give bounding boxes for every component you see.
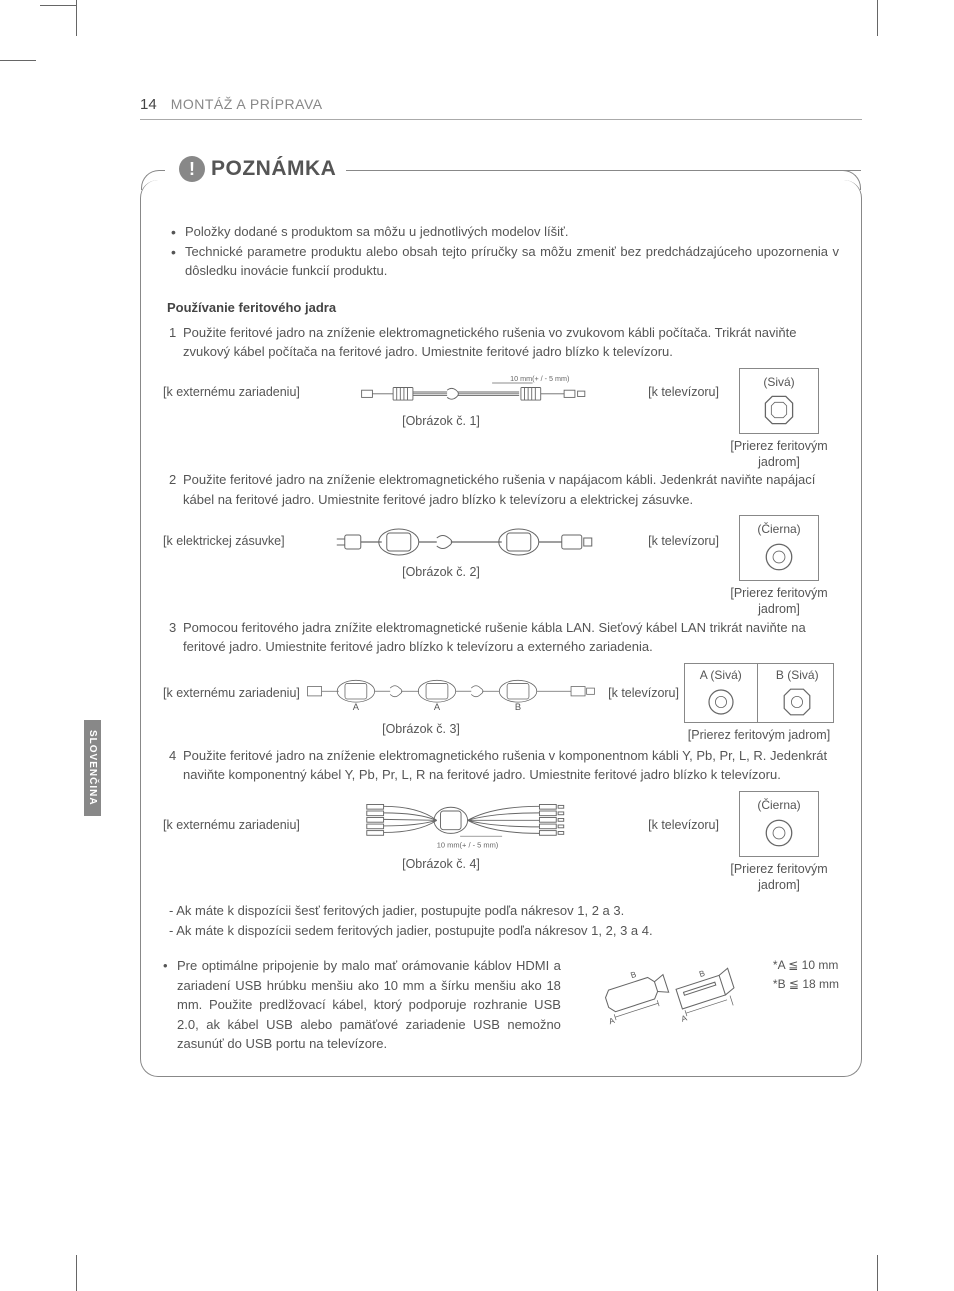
figure-2-row: [k elektrickej zásuvke] <box>163 521 719 561</box>
page-header: 14 MONTÁŽ A PRÍPRAVA <box>140 96 862 120</box>
page-content: 14 MONTÁŽ A PRÍPRAVA ! POZNÁMKA Položky … <box>140 96 862 1077</box>
cross-section-1: (Sivá) [Prierez feritovým jadrom] <box>719 368 839 471</box>
cable-diagram-2 <box>293 521 641 561</box>
border-corner <box>141 170 159 190</box>
dimension-legend: *A ≦ 10 mm *B ≦ 18 mm <box>773 956 839 994</box>
svg-text:B: B <box>698 969 706 979</box>
step-number: 1 <box>169 323 183 343</box>
connector-diagram: B A B A <box>577 956 757 1028</box>
label-left: [k elektrickej zásuvke] <box>163 534 285 548</box>
border-line <box>341 170 861 171</box>
label-right: [k televízoru] <box>608 686 679 700</box>
octagon-icon <box>781 686 813 718</box>
cross-caption: [Prierez feritovým jadrom] <box>719 861 839 894</box>
step-number: 4 <box>169 746 183 766</box>
dim-text: 10 mm(+ / - 5 mm) <box>510 374 569 383</box>
bullet-item: Technické parametre produktu alebo obsah… <box>171 242 839 281</box>
label-left: [k externému zariadeniu] <box>163 818 300 832</box>
label-right: [k televízoru] <box>648 385 719 399</box>
step-1: 1Použite feritové jadro na zníženie elek… <box>163 323 839 362</box>
color-label-a: A (Sivá) <box>700 668 742 682</box>
ferrite-box: (Sivá) <box>739 368 819 434</box>
dim-a: *A ≦ 10 mm <box>773 956 839 975</box>
cross-section-2: (Čierna) [Prierez feritovým jadrom] <box>719 515 839 618</box>
cross-section-4: (Čierna) [Prierez feritovým jadrom] <box>719 791 839 894</box>
ferrite-box-split: A (Sivá) B (Sivá) <box>684 663 834 723</box>
cable-diagram-3: A A B <box>306 669 602 715</box>
cable-diagram-1: 10 mm(+ / - 5 mm) <box>308 374 640 410</box>
figure-3-row: [k externému zariadeniu] <box>163 669 679 718</box>
crop-mark <box>40 5 76 6</box>
page-number: 14 <box>140 96 157 113</box>
figure-4-row: [k externému zariadeniu] <box>163 797 719 853</box>
svg-text:A: A <box>680 1013 688 1023</box>
note-title: POZNÁMKA <box>211 157 336 181</box>
hdmi-usb-text: Pre optimálne pripojenie by malo mať orá… <box>163 956 561 1054</box>
cross-caption: [Prierez feritovým jadrom] <box>719 438 839 471</box>
step-2: 2Použite feritové jadro na zníženie elek… <box>163 470 839 509</box>
step-text: Použite feritové jadro na zníženie elekt… <box>183 748 827 783</box>
fig-4-caption: [Obrázok č. 4] <box>163 857 719 871</box>
label-left: [k externému zariadeniu] <box>163 385 300 399</box>
cross-caption: [Prierez feritovým jadrom] <box>688 727 830 743</box>
sub-heading: Používanie feritového jadra <box>163 300 340 315</box>
step-4: 4Použite feritové jadro na zníženie elek… <box>163 746 839 785</box>
intro-bullets: Položky dodané s produktom sa môžu u jed… <box>171 222 839 281</box>
ferrite-box: (Čierna) <box>739 791 819 857</box>
fig-1-caption: [Obrázok č. 1] <box>163 414 719 428</box>
step-number: 2 <box>169 470 183 490</box>
circle-icon <box>705 686 737 718</box>
dim-b: *B ≦ 18 mm <box>773 975 839 994</box>
cross-caption: [Prierez feritovým jadrom] <box>719 585 839 618</box>
note-box: ! POZNÁMKA Položky dodané s produktom sa… <box>140 180 862 1077</box>
step-text: Pomocou feritového jadra znížite elektro… <box>183 620 806 655</box>
crop-mark <box>877 1255 878 1291</box>
border-line <box>159 170 165 171</box>
circle-icon <box>762 540 796 574</box>
color-label-b: B (Sivá) <box>776 668 819 682</box>
language-tab: SLOVENČINA <box>84 720 101 816</box>
note-title-wrap: ! POZNÁMKA <box>169 156 346 182</box>
cross-section-3: A (Sivá) B (Sivá) [Prierez <box>679 663 839 743</box>
step-3: 3Pomocou feritového jadra znížite elektr… <box>163 618 839 657</box>
hdmi-usb-section: Pre optimálne pripojenie by malo mať orá… <box>163 956 839 1054</box>
fig-3-caption: [Obrázok č. 3] <box>163 722 679 736</box>
info-icon: ! <box>179 156 205 182</box>
figure-1-row: [k externému zariadeniu] 10 mm(+ / - 5 m… <box>163 374 719 410</box>
svg-text:B: B <box>515 701 521 711</box>
color-label: (Čierna) <box>757 522 800 536</box>
svg-text:B: B <box>629 970 637 980</box>
color-label: (Čierna) <box>757 798 800 812</box>
border-corner <box>843 170 861 190</box>
svg-text:A: A <box>434 701 441 711</box>
crop-mark <box>877 0 878 36</box>
dash-item: - Ak máte k dispozícii šesť feritových j… <box>169 901 839 921</box>
section-title: MONTÁŽ A PRÍPRAVA <box>171 96 323 112</box>
octagon-icon <box>762 393 796 427</box>
label-left: [k externému zariadeniu] <box>163 685 300 701</box>
cable-diagram-4: 10 mm(+ / - 5 mm) <box>308 797 640 853</box>
circle-icon <box>762 816 796 850</box>
label-right: [k televízoru] <box>648 818 719 832</box>
step-text: Použite feritové jadro na zníženie elekt… <box>183 325 797 360</box>
crop-mark <box>76 0 77 36</box>
step-text: Použite feritové jadro na zníženie elekt… <box>183 472 815 507</box>
dash-item: - Ak máte k dispozícii sedem feritových … <box>169 921 839 941</box>
color-label: (Sivá) <box>763 375 794 389</box>
dash-notes: - Ak máte k dispozícii šesť feritových j… <box>169 901 839 940</box>
fig-2-caption: [Obrázok č. 2] <box>163 565 719 579</box>
step-number: 3 <box>169 618 183 638</box>
label-right: [k televízoru] <box>648 534 719 548</box>
svg-text:10 mm(+ / - 5 mm): 10 mm(+ / - 5 mm) <box>437 840 499 849</box>
crop-mark <box>0 60 36 61</box>
svg-text:A: A <box>353 701 360 711</box>
bullet-item: Položky dodané s produktom sa môžu u jed… <box>171 222 839 242</box>
crop-mark <box>76 1255 77 1291</box>
ferrite-box: (Čierna) <box>739 515 819 581</box>
